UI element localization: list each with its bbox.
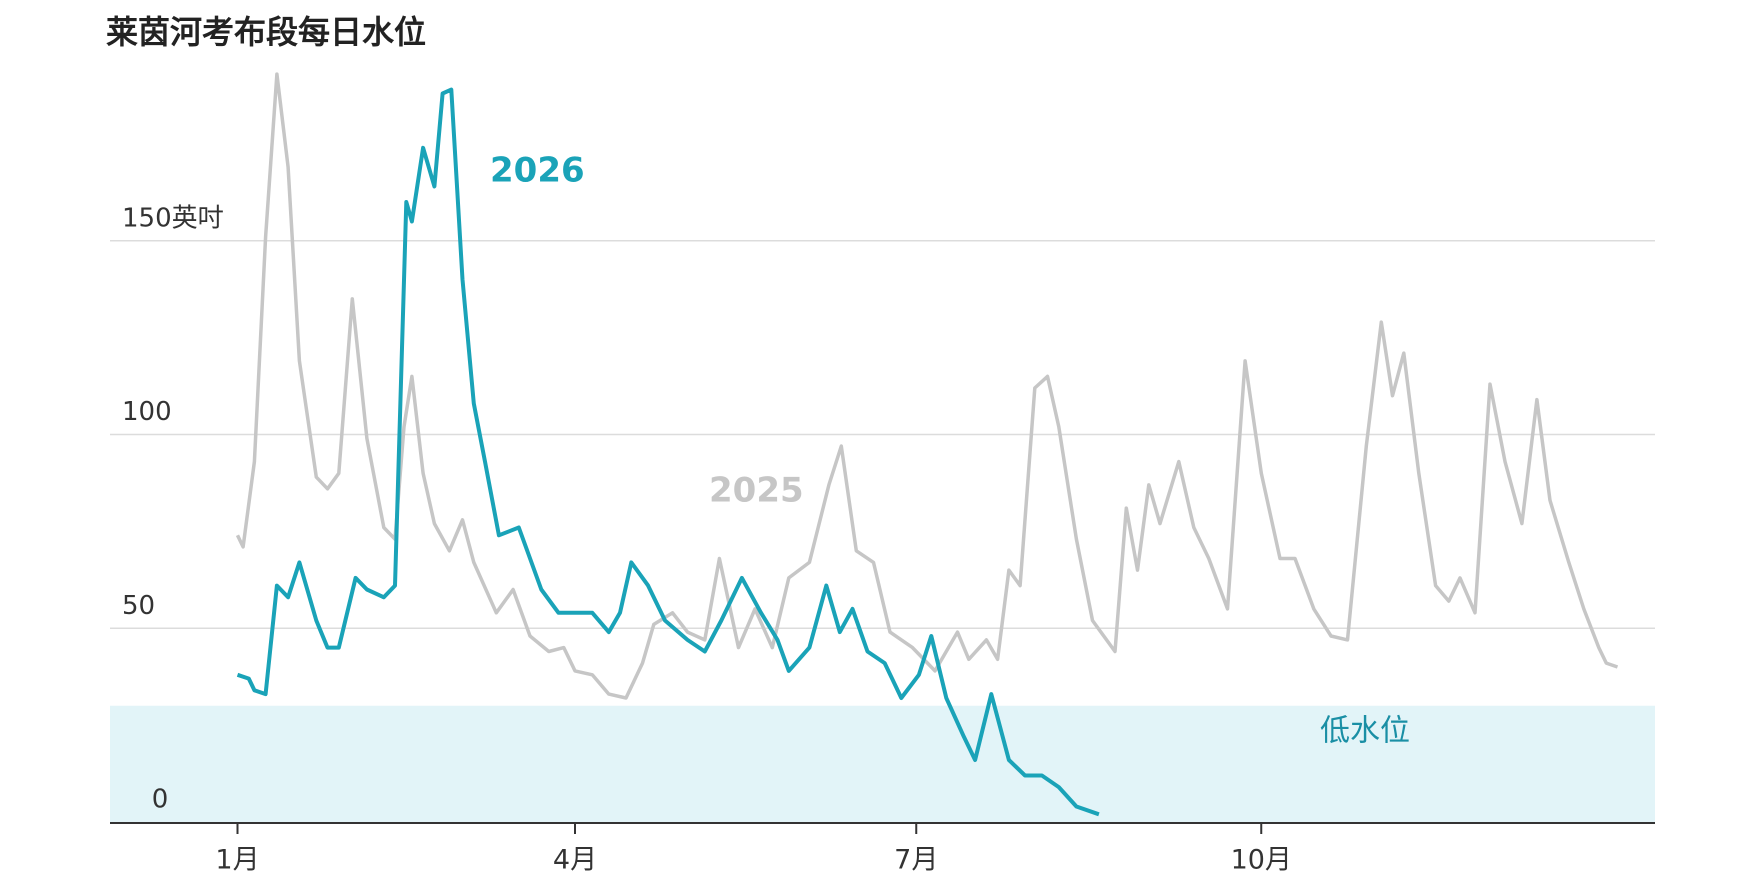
y-tick-label: 100 [122,397,172,427]
y-tick-label: 150英吋 [122,203,224,233]
band-label: 低水位 [1320,713,1410,748]
chart-title: 莱茵河考布段每日水位 [106,13,426,51]
x-tick-label: 10月 [1231,845,1292,876]
series-label: 2025 [709,471,804,511]
x-tick-label: 4月 [553,845,597,876]
y-tick-label: 0 [152,785,169,815]
series-label: 2026 [490,151,585,191]
series-line [235,72,1619,700]
x-tick-label: 7月 [894,845,938,876]
y-tick-label: 50 [122,591,155,621]
low-water-band [110,705,1655,822]
series-line [236,87,1100,817]
x-tick-label: 1月 [215,845,259,876]
